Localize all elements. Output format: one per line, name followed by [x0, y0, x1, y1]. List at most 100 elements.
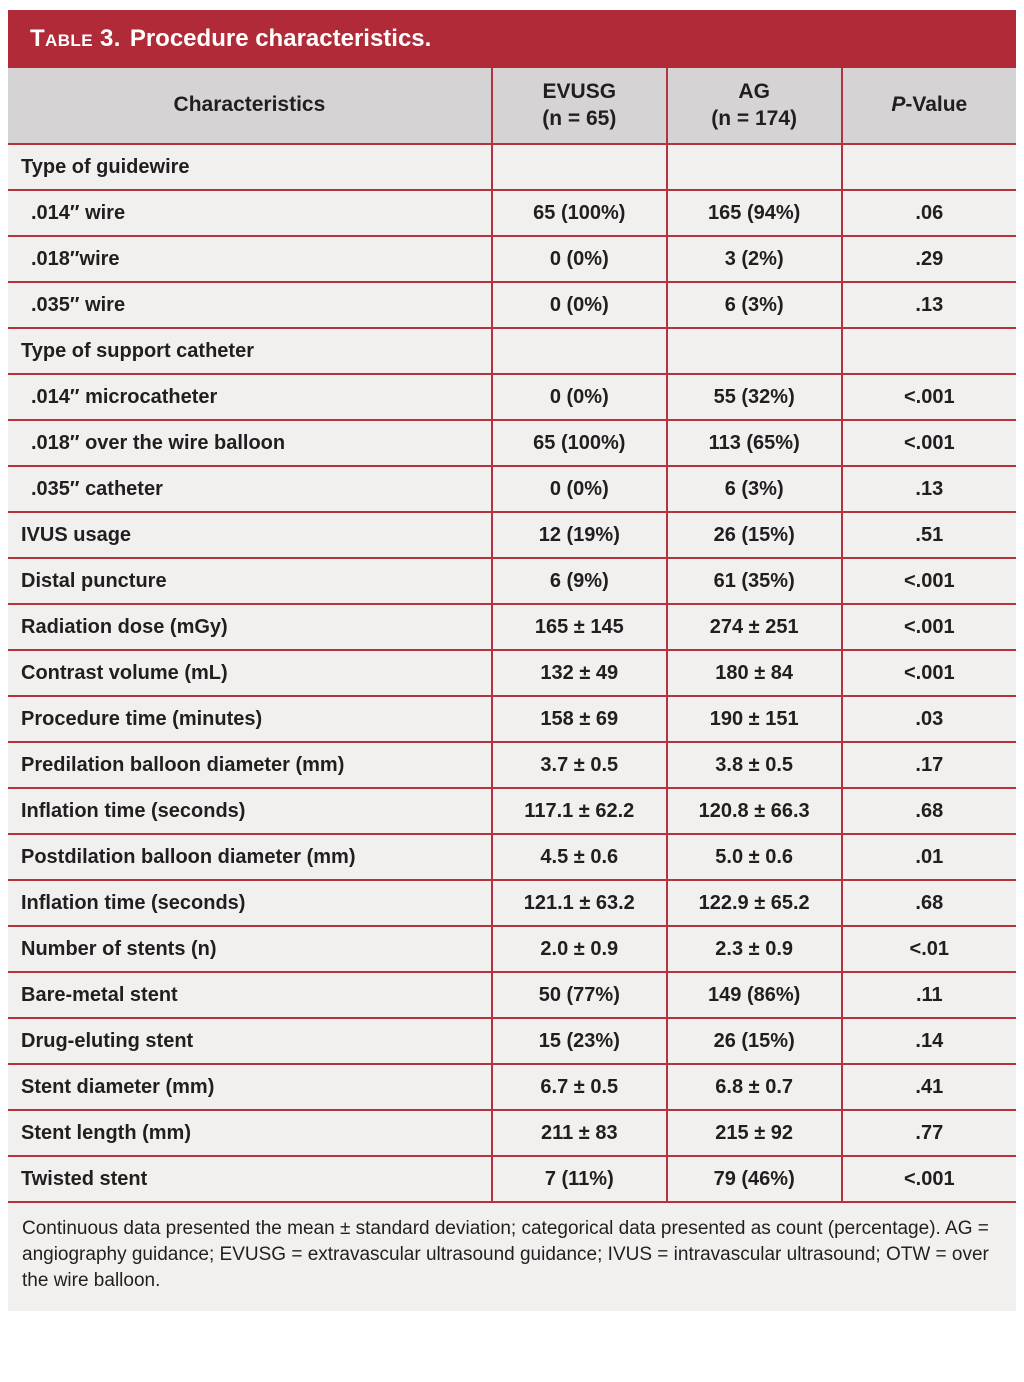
- evusg-value: 2.0 ± 0.9: [490, 926, 667, 973]
- ag-value: 5.0 ± 0.6: [665, 834, 842, 881]
- row-label: Type of guidewire: [8, 144, 492, 191]
- row-label: Bare-metal stent: [8, 972, 492, 1019]
- row-label: Drug-eluting stent: [8, 1018, 492, 1065]
- table-caption: Procedure characteristics.: [129, 25, 432, 52]
- ag-value: 55 (32%): [665, 374, 842, 421]
- evusg-value: 211 ± 83: [490, 1110, 667, 1157]
- table-body: Type of guidewire .014″ wire 65 (100%) 1…: [8, 144, 1016, 1203]
- col-header-ag-n: (n = 174): [711, 106, 798, 130]
- p-value: .51: [840, 512, 1016, 559]
- evusg-value: 65 (100%): [490, 420, 667, 467]
- table-row: IVUS usage 12 (19%) 26 (15%) .51: [8, 512, 1016, 559]
- row-label: Inflation time (seconds): [8, 788, 492, 835]
- row-label: Number of stents (n): [8, 926, 492, 973]
- procedure-characteristics-table: Characteristics EVUSG (n = 65) AG (n = 1…: [8, 68, 1016, 1203]
- ag-value: 190 ± 151: [665, 696, 842, 743]
- table-row: .014″ wire 65 (100%) 165 (94%) .06: [8, 190, 1016, 237]
- p-value: .77: [840, 1110, 1016, 1157]
- p-value: .13: [840, 282, 1016, 329]
- evusg-value: 6 (9%): [490, 558, 667, 605]
- table-row: Stent diameter (mm) 6.7 ± 0.5 6.8 ± 0.7 …: [8, 1064, 1016, 1111]
- p-value: <.001: [840, 420, 1016, 467]
- p-value: [840, 328, 1016, 375]
- p-value: [840, 144, 1016, 191]
- row-label: Type of support catheter: [8, 328, 492, 375]
- evusg-value: 12 (19%): [490, 512, 667, 559]
- table-row: .014″ microcatheter 0 (0%) 55 (32%) <.00…: [8, 374, 1016, 421]
- ag-value: 149 (86%): [665, 972, 842, 1019]
- ag-value: 3.8 ± 0.5: [665, 742, 842, 789]
- ag-value: 215 ± 92: [665, 1110, 842, 1157]
- table-row: Type of guidewire: [8, 144, 1016, 191]
- ag-value: 120.8 ± 66.3: [665, 788, 842, 835]
- ag-value: 61 (35%): [665, 558, 842, 605]
- p-value: .29: [840, 236, 1016, 283]
- evusg-value: 117.1 ± 62.2: [490, 788, 667, 835]
- table-row: Radiation dose (mGy) 165 ± 145 274 ± 251…: [8, 604, 1016, 651]
- ag-value: 79 (46%): [665, 1156, 842, 1203]
- col-header-ag: AG (n = 174): [665, 68, 842, 145]
- col-header-ag-name: AG: [738, 80, 770, 104]
- p-value: .11: [840, 972, 1016, 1019]
- ag-value: 6 (3%): [665, 466, 842, 513]
- evusg-value: 121.1 ± 63.2: [490, 880, 667, 927]
- row-label: Procedure time (minutes): [8, 696, 492, 743]
- col-header-evusg-n: (n = 65): [542, 106, 617, 130]
- row-label: Predilation balloon diameter (mm): [8, 742, 492, 789]
- row-label: Radiation dose (mGy): [8, 604, 492, 651]
- ag-value: 6 (3%): [665, 282, 842, 329]
- table-row: .035″ wire 0 (0%) 6 (3%) .13: [8, 282, 1016, 329]
- table-footnote: Continuous data presented the mean ± sta…: [8, 1203, 1016, 1312]
- p-value: <.001: [840, 558, 1016, 605]
- table-row: Bare-metal stent 50 (77%) 149 (86%) .11: [8, 972, 1016, 1019]
- table-row: Procedure time (minutes) 158 ± 69 190 ± …: [8, 696, 1016, 743]
- ag-value: 274 ± 251: [665, 604, 842, 651]
- row-label: Inflation time (seconds): [8, 880, 492, 927]
- ag-value: [665, 328, 842, 375]
- ag-value: [665, 144, 842, 191]
- row-label: .035″ wire: [8, 282, 492, 329]
- evusg-value: [490, 144, 667, 191]
- ag-value: 180 ± 84: [665, 650, 842, 697]
- table-row: Drug-eluting stent 15 (23%) 26 (15%) .14: [8, 1018, 1016, 1065]
- row-label: Distal puncture: [8, 558, 492, 605]
- evusg-value: 3.7 ± 0.5: [490, 742, 667, 789]
- table-row: .018″wire 0 (0%) 3 (2%) .29: [8, 236, 1016, 283]
- evusg-value: 4.5 ± 0.6: [490, 834, 667, 881]
- p-value: <.01: [840, 926, 1016, 973]
- col-header-p-italic: P: [891, 93, 906, 117]
- evusg-value: 0 (0%): [490, 282, 667, 329]
- table-title-bar: Table 3. Procedure characteristics.: [8, 10, 1016, 68]
- evusg-value: 50 (77%): [490, 972, 667, 1019]
- p-value: .41: [840, 1064, 1016, 1111]
- table-row: Postdilation balloon diameter (mm) 4.5 ±…: [8, 834, 1016, 881]
- ag-value: 113 (65%): [665, 420, 842, 467]
- row-label: Contrast volume (mL): [8, 650, 492, 697]
- row-label: Stent diameter (mm): [8, 1064, 492, 1111]
- evusg-value: 6.7 ± 0.5: [490, 1064, 667, 1111]
- row-label: Postdilation balloon diameter (mm): [8, 834, 492, 881]
- col-header-evusg-name: EVUSG: [542, 80, 617, 104]
- ag-value: 26 (15%): [665, 1018, 842, 1065]
- row-label: .014″ wire: [8, 190, 492, 237]
- table-row: Inflation time (seconds) 121.1 ± 63.2 12…: [8, 880, 1016, 927]
- col-header-characteristics: Characteristics: [8, 68, 492, 145]
- row-label: .035″ catheter: [8, 466, 492, 513]
- table-row: Predilation balloon diameter (mm) 3.7 ± …: [8, 742, 1016, 789]
- ag-value: 6.8 ± 0.7: [665, 1064, 842, 1111]
- evusg-value: 0 (0%): [490, 466, 667, 513]
- p-value: .13: [840, 466, 1016, 513]
- p-value: .03: [840, 696, 1016, 743]
- p-value: <.001: [840, 604, 1016, 651]
- p-value: .01: [840, 834, 1016, 881]
- p-value: .68: [840, 788, 1016, 835]
- table-number: Table 3.: [30, 25, 121, 52]
- evusg-value: 158 ± 69: [490, 696, 667, 743]
- header-row: Characteristics EVUSG (n = 65) AG (n = 1…: [8, 68, 1016, 145]
- p-value: <.001: [840, 1156, 1016, 1203]
- col-header-evusg: EVUSG (n = 65): [490, 68, 667, 145]
- table-row: Inflation time (seconds) 117.1 ± 62.2 12…: [8, 788, 1016, 835]
- p-value: <.001: [840, 374, 1016, 421]
- table-card: Table 3. Procedure characteristics. Char…: [8, 10, 1016, 1312]
- p-value: .14: [840, 1018, 1016, 1065]
